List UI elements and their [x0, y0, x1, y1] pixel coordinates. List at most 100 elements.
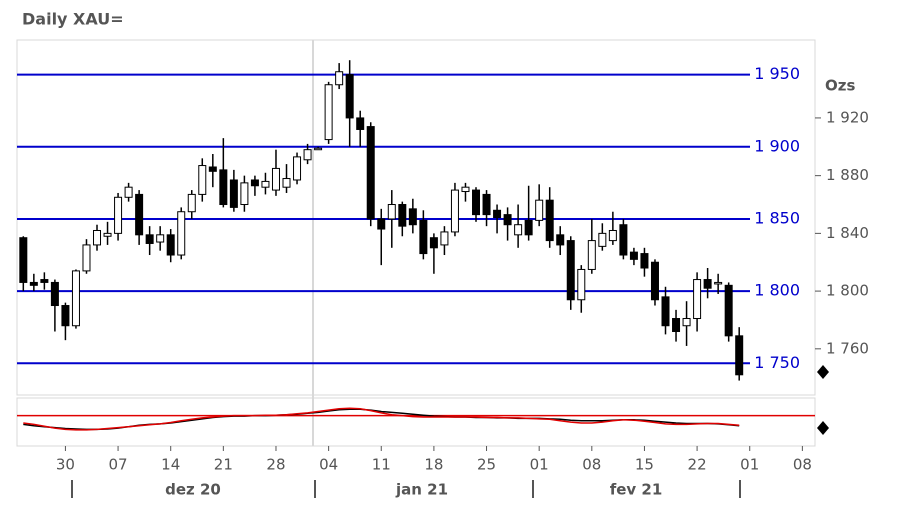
candle-body [619, 224, 628, 256]
candle-body [82, 244, 91, 272]
x-tick-label: 04 [319, 456, 338, 474]
month-label: jan 21 [395, 481, 448, 499]
candle-body [672, 318, 681, 333]
indicator-marker [817, 421, 829, 435]
candle-body [482, 193, 491, 216]
candle-body [71, 270, 80, 327]
chart-title: Daily XAU= [22, 10, 124, 29]
x-tick-label: 11 [372, 456, 391, 474]
indicator-panel-frame [16, 397, 816, 447]
candle-body [29, 281, 38, 286]
candle-body [50, 281, 59, 307]
x-tick-label: 18 [424, 456, 443, 474]
x-tick-label: 22 [688, 456, 707, 474]
x-tick-label: 15 [635, 456, 654, 474]
candle-body [524, 219, 533, 236]
reference-label: 1 900 [754, 136, 800, 155]
candle-body [650, 261, 659, 301]
candle-body [556, 234, 565, 246]
candle-body [303, 149, 312, 161]
candle-body [335, 71, 344, 86]
candle-body [598, 232, 607, 247]
candle-body [682, 318, 691, 327]
x-tick-label: 14 [161, 456, 180, 474]
candle-body [387, 204, 396, 220]
y-tick-label: 1 800 [826, 282, 869, 300]
candle-body [493, 209, 502, 218]
candle-body [419, 219, 428, 255]
indicator-line [23, 407, 740, 431]
candle-body [640, 253, 649, 269]
candle-body [629, 251, 638, 260]
month-label: fev 21 [610, 481, 663, 499]
candle-body [608, 229, 617, 242]
y-tick-label: 1 880 [826, 166, 869, 184]
candle-body [661, 296, 670, 327]
candle-body [250, 179, 259, 187]
reference-label: 1 800 [754, 281, 800, 300]
candle-body [408, 208, 417, 226]
candle-body [545, 199, 554, 242]
y-tick-label: 1 920 [826, 108, 869, 126]
candle-body [714, 281, 723, 285]
candle-body [461, 186, 470, 193]
candle-body [271, 167, 280, 191]
candle-body [703, 279, 712, 289]
candle-body [324, 84, 333, 141]
candle-body [93, 229, 102, 246]
candle-body [261, 180, 270, 188]
x-tick-label: 01 [740, 456, 759, 474]
candle-body [219, 169, 228, 206]
candle-body [587, 240, 596, 270]
candle-body [429, 237, 438, 249]
price-panel-frame [16, 39, 816, 396]
candle-body [398, 204, 407, 227]
candle-body [293, 156, 302, 181]
candle-body [577, 268, 586, 301]
reference-label: 1 850 [754, 208, 800, 227]
candle-body [356, 117, 365, 130]
candle-body [566, 240, 575, 301]
x-tick-label: 08 [793, 456, 812, 474]
candle-body [514, 224, 523, 236]
candle-body [693, 279, 702, 320]
candle-body [282, 178, 291, 188]
candle-body [377, 218, 386, 230]
candle-body [40, 279, 49, 283]
last-price-marker [817, 365, 829, 379]
candle-body [166, 234, 175, 256]
candle-body [177, 211, 186, 256]
candle-body [208, 166, 217, 172]
candle-body [187, 193, 196, 213]
candle-body [103, 232, 112, 237]
candle-body [198, 165, 207, 195]
x-tick-label: 21 [214, 456, 233, 474]
candle-body [345, 74, 354, 119]
y-tick-label: 1 840 [826, 224, 869, 242]
candle-body [229, 179, 238, 208]
month-label: dez 20 [165, 481, 221, 499]
reference-label: 1 950 [754, 64, 800, 83]
x-tick-label: 01 [530, 456, 549, 474]
candle-body [135, 193, 144, 236]
candle-body [366, 126, 375, 220]
candle-body [240, 182, 249, 206]
candle-body [535, 199, 544, 221]
y-tick-label: 1 760 [826, 339, 869, 357]
candle-body [735, 335, 744, 376]
candle-body [19, 237, 28, 283]
candle-body [114, 196, 123, 234]
month-separators [71, 480, 741, 498]
candle-body [314, 147, 323, 151]
candle-body [156, 234, 165, 243]
candle-body [145, 234, 154, 244]
x-tick-label: 28 [266, 456, 285, 474]
candle-body [724, 284, 733, 337]
candle-body [61, 305, 70, 327]
candle-body [440, 231, 449, 246]
x-tick-label: 08 [582, 456, 601, 474]
candle-body [450, 189, 459, 233]
candle-body [503, 214, 512, 226]
candle-body [124, 186, 133, 198]
